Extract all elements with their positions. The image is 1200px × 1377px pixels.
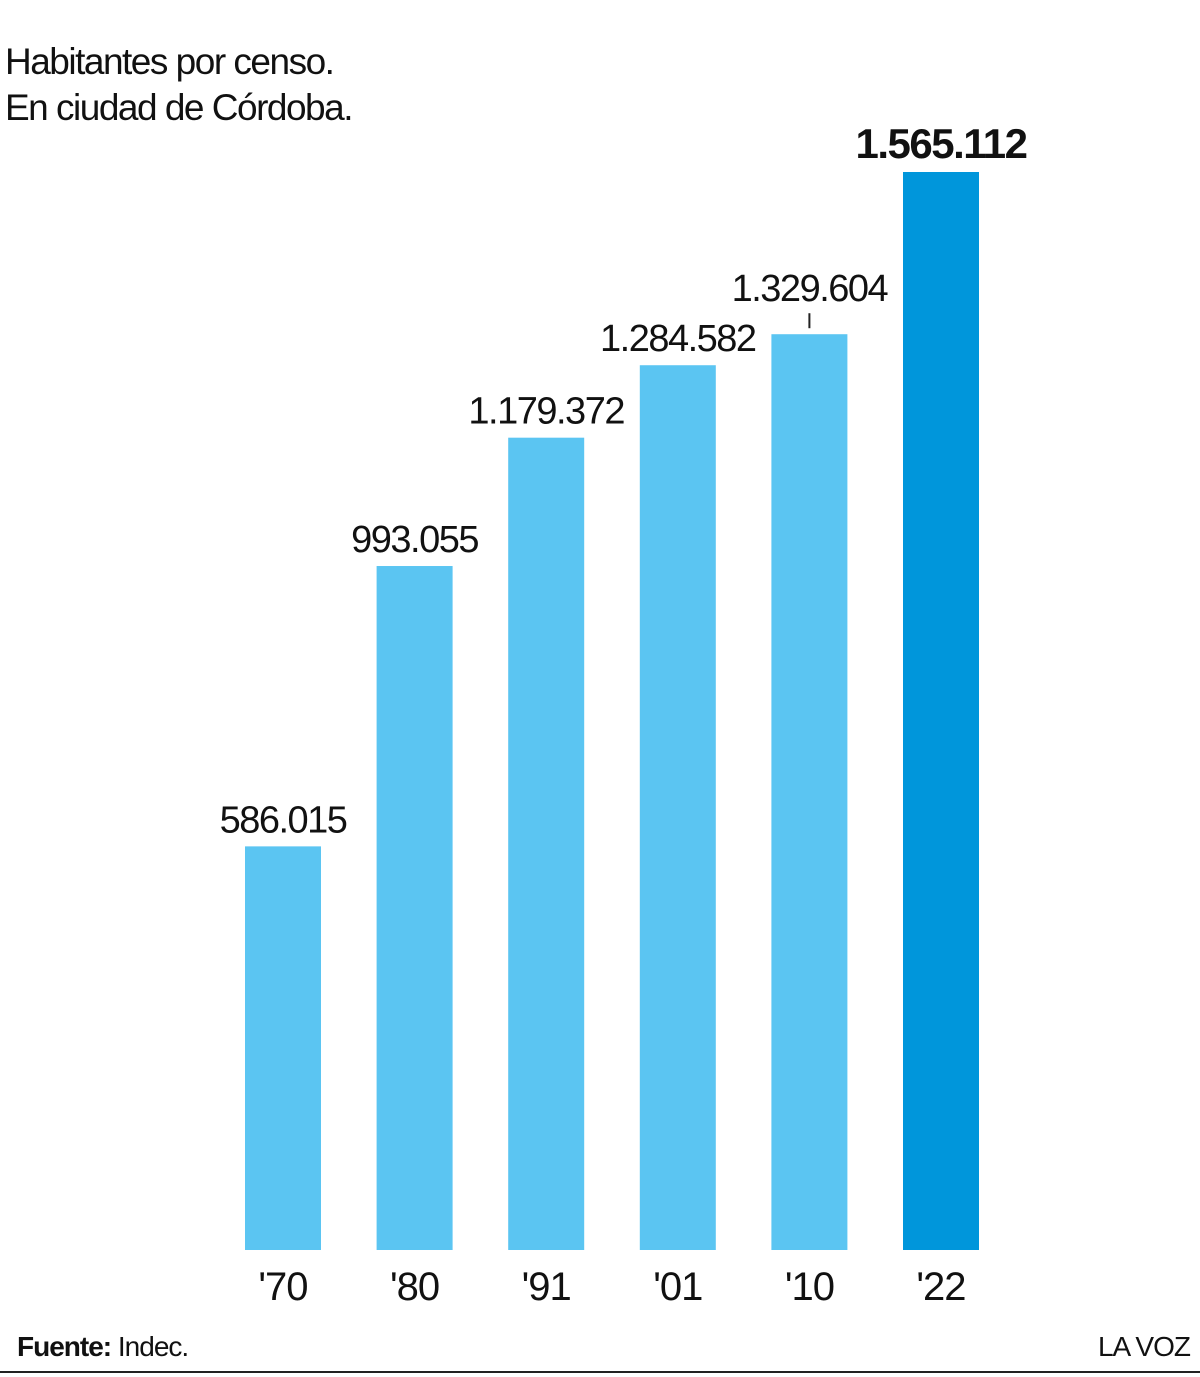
value-label: 1.329.604 xyxy=(732,268,889,310)
x-tick-label: '80 xyxy=(390,1265,439,1309)
chart-title: Habitantes por censo. xyxy=(5,41,333,82)
x-tick-label: '70 xyxy=(258,1265,307,1309)
brand: LA VOZ xyxy=(1098,1331,1191,1362)
value-label: 1.284.582 xyxy=(600,318,756,360)
bar xyxy=(771,334,848,1250)
chart-subtitle: En ciudad de Córdoba. xyxy=(5,87,352,128)
source-name: Indec. xyxy=(118,1331,188,1362)
bar xyxy=(376,566,453,1250)
source: Fuente: Indec. xyxy=(17,1331,188,1362)
bar xyxy=(639,365,716,1251)
x-tick-label: '01 xyxy=(653,1265,702,1309)
x-tick-label: '91 xyxy=(522,1265,571,1309)
bar xyxy=(903,172,979,1250)
bar xyxy=(508,437,585,1250)
x-tick-label: '10 xyxy=(785,1265,834,1309)
bar xyxy=(245,846,321,1250)
source-label: Fuente: xyxy=(17,1331,111,1362)
value-label: 1.179.372 xyxy=(468,391,624,433)
value-label: 993.055 xyxy=(351,519,478,561)
value-label: 586.015 xyxy=(220,799,347,841)
x-tick-label: '22 xyxy=(916,1265,965,1309)
value-label: 1.565.112 xyxy=(855,120,1026,167)
